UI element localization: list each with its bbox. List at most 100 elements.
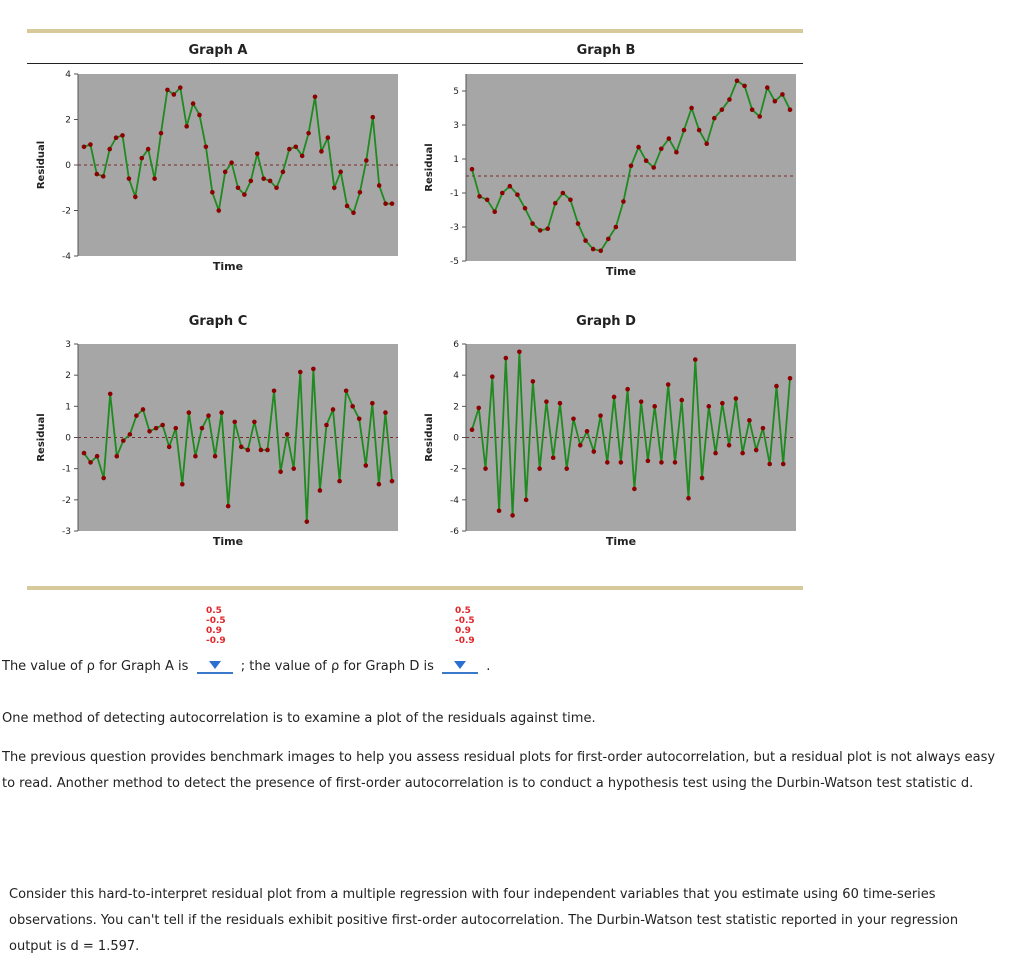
- data-point: [134, 413, 139, 418]
- graph-d-option[interactable]: 0.9: [455, 626, 471, 636]
- data-point: [469, 427, 475, 433]
- graph-d-dropdown[interactable]: [442, 658, 479, 674]
- y-tick-label: 0: [65, 434, 71, 444]
- data-point: [278, 469, 283, 475]
- data-point: [254, 151, 260, 156]
- data-point: [584, 428, 590, 434]
- x-axis-label: Time: [213, 535, 243, 548]
- data-point: [638, 399, 644, 404]
- data-point: [515, 192, 520, 197]
- data-point: [363, 463, 369, 468]
- data-point: [658, 146, 664, 152]
- data-point: [199, 425, 205, 431]
- data-point: [219, 410, 224, 415]
- data-point: [753, 447, 759, 453]
- y-tick-label: 4: [453, 371, 459, 381]
- graph-a-dropdown[interactable]: [196, 658, 233, 674]
- data-point: [222, 169, 228, 175]
- data-point: [545, 226, 551, 231]
- data-point: [107, 391, 113, 397]
- data-point: [248, 178, 254, 184]
- data-point: [636, 144, 641, 150]
- data-point: [319, 149, 324, 154]
- graph-d-option[interactable]: -0.5: [455, 616, 475, 626]
- y-tick-label: 3: [65, 340, 71, 350]
- data-point: [510, 513, 515, 518]
- data-point: [139, 155, 145, 161]
- data-point: [666, 136, 672, 141]
- data-point: [312, 94, 318, 100]
- data-point: [206, 413, 211, 418]
- graph-d-option[interactable]: -0.9: [455, 636, 475, 646]
- data-point: [787, 375, 793, 381]
- graph-a-title: Graph A: [188, 43, 248, 58]
- data-point: [625, 386, 630, 392]
- y-tick-label: -2: [62, 496, 71, 506]
- data-point: [325, 135, 331, 140]
- data-point: [337, 478, 342, 484]
- data-point: [351, 210, 356, 216]
- data-point: [643, 158, 649, 163]
- data-point: [145, 146, 151, 152]
- data-point: [203, 144, 209, 150]
- paragraph-durbin-watson-intro: The previous question provides benchmark…: [2, 750, 996, 791]
- data-point: [324, 422, 329, 428]
- data-point: [338, 169, 343, 175]
- data-point: [489, 374, 495, 380]
- data-point: [613, 224, 619, 230]
- data-point: [628, 163, 634, 169]
- y-tick-label: -3: [450, 223, 459, 233]
- y-tick-label: -4: [450, 496, 459, 506]
- data-point: [699, 475, 705, 481]
- data-point: [496, 508, 502, 514]
- data-point: [517, 349, 522, 355]
- data-point: [293, 144, 299, 150]
- data-point: [507, 183, 513, 189]
- data-point: [659, 460, 664, 465]
- graph-c-chart: 3 2 1 0 -1 -2 -3 Residual Time: [36, 340, 398, 548]
- data-point: [530, 379, 536, 384]
- data-point: [88, 142, 93, 147]
- data-point: [216, 208, 222, 213]
- data-point: [166, 444, 172, 450]
- y-tick-label: -6: [450, 527, 459, 537]
- y-tick-label: 2: [453, 402, 459, 412]
- data-point: [645, 458, 651, 464]
- y-tick-label: -2: [450, 465, 459, 475]
- graph-a-option[interactable]: 0.9: [206, 626, 222, 636]
- data-point: [591, 449, 597, 454]
- data-point: [81, 450, 87, 456]
- data-point: [153, 425, 159, 431]
- data-point: [94, 171, 100, 177]
- data-point: [331, 185, 337, 191]
- data-point: [674, 149, 679, 155]
- data-point: [297, 369, 303, 375]
- graph-a-option[interactable]: -0.5: [206, 616, 226, 626]
- rho-question: The value of ρ for Graph A is ; the valu…: [2, 658, 490, 674]
- data-point: [734, 78, 740, 84]
- data-point: [271, 388, 277, 394]
- data-point: [605, 460, 610, 465]
- graph-d-option[interactable]: 0.5: [455, 606, 471, 616]
- data-point: [749, 107, 755, 112]
- data-point: [100, 174, 106, 179]
- data-point: [544, 399, 549, 404]
- data-point: [477, 194, 482, 199]
- graph-a-option[interactable]: 0.5: [206, 606, 222, 616]
- paragraph-residual-plot: One method of detecting autocorrelation …: [2, 711, 596, 726]
- graph-d-title: Graph D: [576, 314, 636, 329]
- data-point: [267, 178, 273, 184]
- graph-a-option[interactable]: -0.9: [206, 636, 226, 646]
- header-underline: [27, 63, 803, 64]
- data-point: [383, 410, 388, 415]
- data-point: [245, 447, 251, 453]
- data-point: [344, 203, 350, 209]
- y-tick-label: 2: [65, 371, 71, 381]
- y-tick-label: -1: [62, 465, 71, 475]
- graph-d-chart: 6 4 2 0 -2 -4 -6 Residual Time: [424, 340, 796, 548]
- x-axis-label: Time: [606, 535, 636, 548]
- data-point: [632, 486, 637, 492]
- y-axis-label: Residual: [424, 143, 435, 191]
- data-point: [370, 400, 375, 406]
- data-point: [767, 461, 773, 467]
